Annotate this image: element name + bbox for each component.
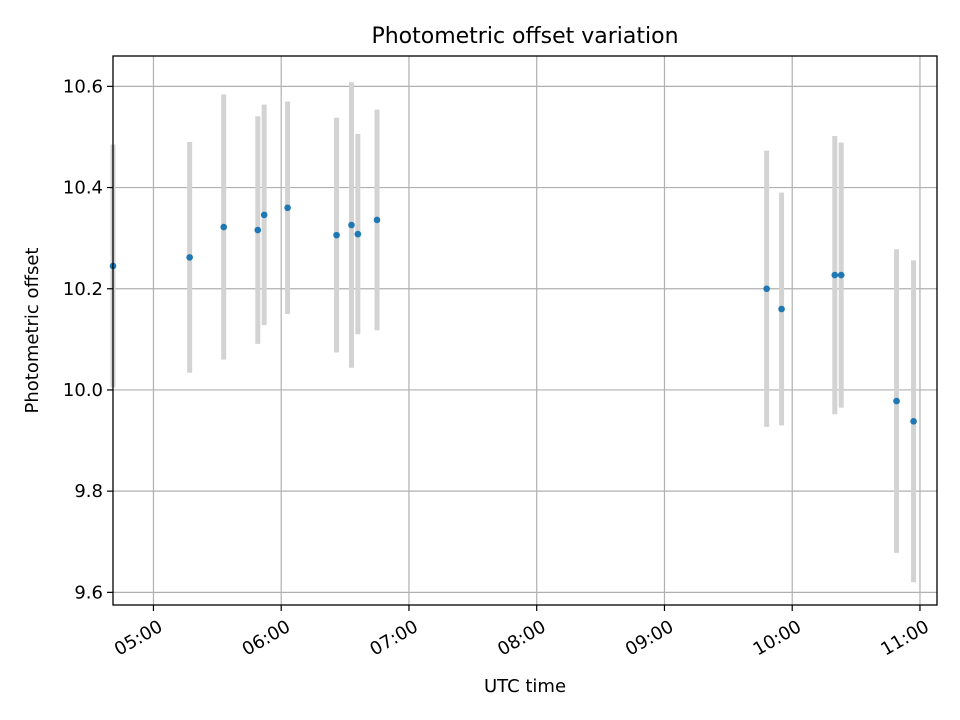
data-point (893, 397, 900, 405)
data-point (837, 271, 845, 279)
y-tick-label: 9.8 (74, 481, 103, 502)
data-point (910, 418, 917, 425)
data-points (109, 204, 917, 425)
data-point (284, 204, 291, 212)
x-axis-label: UTC time (484, 676, 566, 697)
data-point (348, 221, 355, 229)
y-tick-label: 9.6 (74, 582, 103, 603)
data-point (254, 226, 262, 234)
y-tick-label: 10.6 (63, 76, 103, 97)
data-point (778, 305, 785, 313)
data-point (220, 223, 228, 231)
data-point (831, 271, 839, 279)
plot-frame (112, 55, 938, 606)
data-point (763, 285, 770, 293)
y-axis-label: Photometric offset (22, 248, 43, 414)
y-tick-label: 10.4 (63, 178, 103, 199)
data-point (186, 254, 193, 261)
data-point (354, 230, 362, 238)
chart-title: Photometric offset variation (371, 24, 678, 49)
y-tick-label: 10.0 (63, 380, 103, 401)
y-tick-label: 10.2 (63, 279, 103, 300)
data-point (373, 216, 381, 224)
grid (113, 56, 937, 605)
data-point (333, 231, 340, 239)
data-point (260, 211, 268, 219)
